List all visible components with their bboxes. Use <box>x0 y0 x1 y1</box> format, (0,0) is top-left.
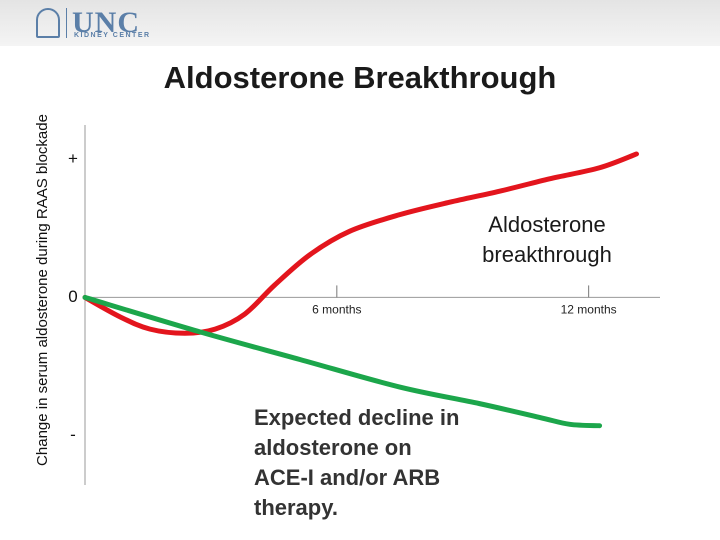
series-annotation: Aldosterone breakthrough <box>482 212 612 267</box>
logo: UNC <box>72 6 140 39</box>
line <box>82 294 603 429</box>
x-tick-label: 6 months <box>312 303 361 317</box>
x-tick-label: 12 months <box>561 303 617 317</box>
y-tick-label: 0 <box>68 287 77 306</box>
y-tick-label: - <box>70 425 76 444</box>
y-tick-label: + <box>68 149 78 168</box>
logo-subtitle: KIDNEY CENTER <box>74 32 151 39</box>
y-axis-label: Change in serum aldosterone during RAAS … <box>34 114 51 466</box>
series-annotation: Expected decline in aldosterone on ACE-I… <box>254 405 460 520</box>
logo-divider <box>66 8 67 38</box>
logo-emblem <box>36 8 60 38</box>
line <box>82 151 639 336</box>
header-bar <box>0 0 720 46</box>
chart-title: Aldosterone Breakthrough <box>164 60 557 95</box>
